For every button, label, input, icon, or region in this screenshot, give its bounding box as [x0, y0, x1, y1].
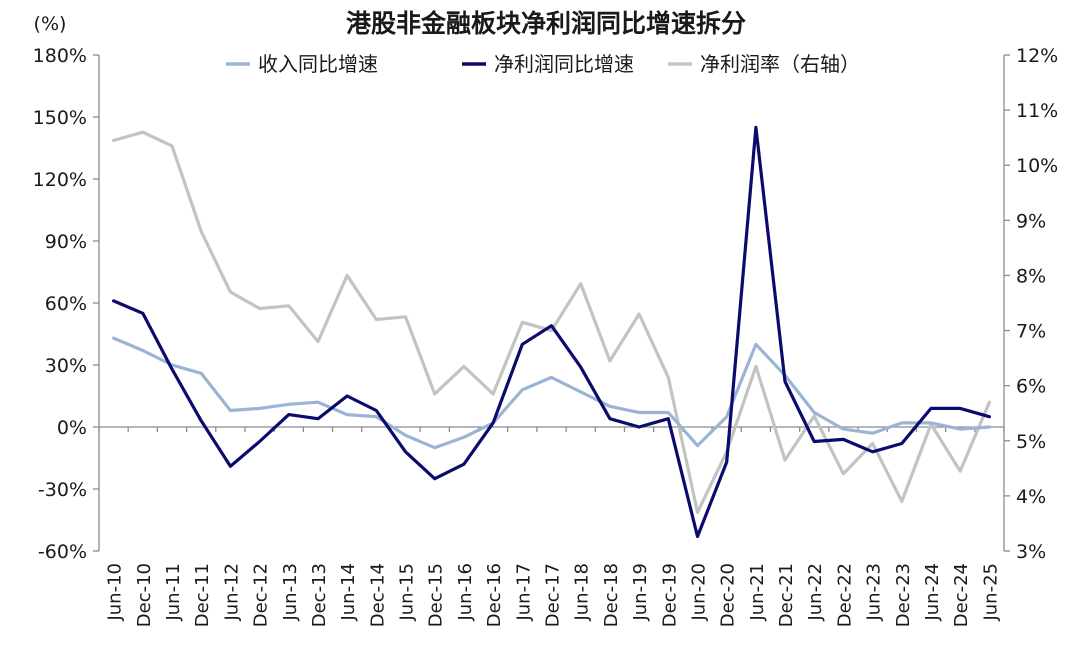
series-line: [111, 336, 992, 450]
y-tick-label-left: 180%: [33, 45, 87, 67]
x-tick-label: Dec-18: [601, 563, 622, 627]
x-tick-label: Dec-13: [309, 563, 330, 627]
x-tick-label: Jun-21: [747, 563, 768, 622]
legend-label: 收入同比增速: [258, 52, 378, 76]
y-tick-label-left: 30%: [45, 355, 87, 377]
legend: 收入同比增速 净利润同比增速 净利润率（右轴）: [226, 52, 860, 76]
x-tick-label: Dec-10: [134, 563, 155, 627]
y-tick-label-left: -30%: [38, 479, 87, 501]
y-tick-label-right: 4%: [1016, 486, 1046, 508]
axes: -60% -30% 0% 30% 60% 90% 120% 150% 180% 3% 4% 5% 6% 7…: [33, 45, 1059, 627]
y-tick-label-right: 8%: [1016, 265, 1046, 287]
legend-label: 净利润率（右轴）: [700, 52, 860, 76]
y-tick-label-right: 10%: [1016, 155, 1058, 177]
x-tick-label: Jun-19: [630, 563, 651, 622]
y-tick-label-left: 120%: [33, 169, 87, 191]
x-tick-label: Jun-24: [922, 563, 943, 622]
series-line: [111, 130, 992, 515]
x-tick-label: Jun-25: [980, 563, 1001, 622]
x-tick-label: Jun-16: [455, 563, 476, 622]
y-tick-label-right: 11%: [1016, 100, 1058, 122]
x-tick-label: Jun-23: [864, 563, 885, 622]
x-tick-label: Dec-14: [367, 563, 388, 627]
x-tick-label: Dec-21: [776, 563, 797, 627]
x-tick-label: Dec-22: [834, 563, 855, 627]
x-tick-label: Jun-17: [513, 563, 534, 622]
y-tick-label-right: 6%: [1016, 376, 1046, 398]
x-tick-label: Jun-15: [397, 563, 418, 622]
x-tick-label: Dec-12: [251, 563, 272, 627]
x-tick-label: Jun-12: [221, 563, 242, 622]
x-tick-label: Jun-18: [572, 563, 593, 622]
series-lines: [111, 125, 992, 539]
x-tick-label: Dec-16: [484, 563, 505, 627]
x-tick-label: Dec-11: [192, 563, 213, 627]
y-tick-label-left: 0%: [57, 417, 87, 439]
y-tick-label-right: 5%: [1016, 431, 1046, 453]
x-tick-label: Dec-23: [893, 563, 914, 627]
y-tick-label-right: 9%: [1016, 210, 1046, 232]
y-tick-label-left: 60%: [45, 293, 87, 315]
x-tick-label: Jun-20: [688, 563, 709, 622]
x-tick-label: Jun-13: [280, 563, 301, 622]
x-tick-label: Jun-11: [163, 563, 184, 622]
x-tick-label: Dec-19: [659, 563, 680, 627]
x-tick-label: Dec-17: [543, 563, 564, 627]
y-tick-label-left: -60%: [38, 541, 87, 563]
y-tick-label-left: 150%: [33, 107, 87, 129]
y-tick-label-right: 7%: [1016, 321, 1046, 343]
x-tick-label: Dec-24: [951, 563, 972, 627]
y-tick-label-right: 12%: [1016, 45, 1058, 67]
y-axis-unit-label: (%): [34, 13, 67, 35]
x-tick-label: Dec-15: [426, 563, 447, 627]
y-tick-label-right: 3%: [1016, 541, 1046, 563]
y-tick-label-left: 90%: [45, 231, 87, 253]
chart-title: 港股非金融板块净利润同比增速拆分: [346, 9, 746, 38]
legend-label: 净利润同比增速: [494, 52, 634, 76]
x-tick-label: Jun-14: [338, 563, 359, 622]
x-tick-label: Jun-10: [105, 563, 126, 622]
x-tick-label: Dec-20: [718, 563, 739, 627]
x-tick-label: Jun-22: [805, 563, 826, 622]
series-line: [111, 125, 992, 539]
